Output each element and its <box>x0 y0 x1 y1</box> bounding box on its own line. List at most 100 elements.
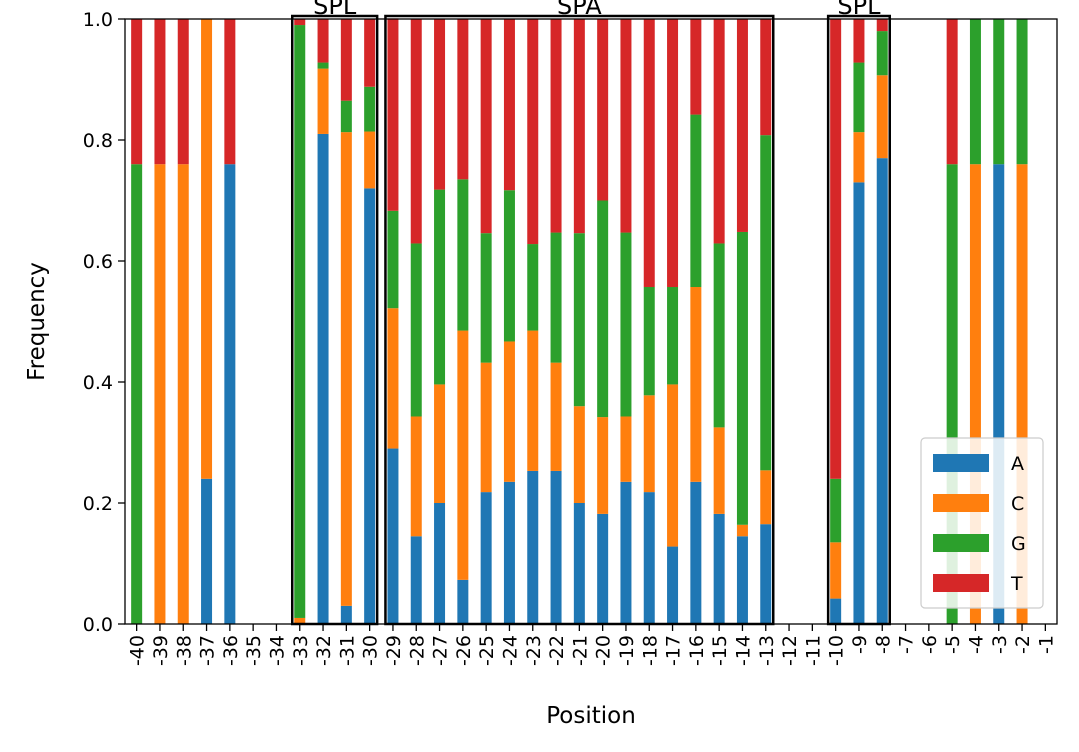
bar-segment-t <box>597 19 609 201</box>
bar-segment-c <box>736 524 748 537</box>
bar-segment-a <box>667 546 679 624</box>
bar-segment-g <box>527 244 539 331</box>
bar-segment-c <box>154 164 166 624</box>
x-tick-label: -20 <box>593 635 615 666</box>
bar-segment-t <box>876 19 888 32</box>
bar-segment-c <box>201 19 213 479</box>
legend-swatch-a <box>933 454 989 472</box>
bar-segment-g <box>597 200 609 418</box>
x-tick-label: -14 <box>732 635 754 666</box>
bar-segment-c <box>294 617 306 624</box>
x-tick-label: -4 <box>965 635 987 654</box>
bar-segment-g <box>830 478 842 543</box>
legend-swatch-t <box>933 574 989 592</box>
x-tick-label: -12 <box>779 635 801 666</box>
x-tick-label: -1 <box>1035 635 1057 654</box>
bar-segment-c <box>387 308 399 449</box>
bar-segment-a <box>317 133 329 624</box>
bar-segment-c <box>457 330 469 580</box>
legend-label: G <box>1011 533 1026 555</box>
bar-segment-t <box>713 19 725 244</box>
bar-segment-t <box>480 19 492 234</box>
legend-box <box>920 437 1044 609</box>
bar-segment-t <box>690 19 702 115</box>
bar-segment-t <box>131 19 143 165</box>
x-tick-label: -34 <box>266 635 288 666</box>
x-tick-label: -6 <box>919 635 941 654</box>
bar-segment-t <box>830 19 842 479</box>
bar-segment-g <box>1016 19 1028 165</box>
bar-segment-c <box>527 330 539 471</box>
bar-segment-c <box>410 416 422 537</box>
bar-segment-t <box>410 19 422 244</box>
x-tick-label: -13 <box>756 635 778 666</box>
bar-segment-t <box>620 19 632 233</box>
legend-label: A <box>1011 453 1024 475</box>
bar-segment-c <box>550 362 562 471</box>
bar-segment-c <box>317 68 329 134</box>
bar-segment-g <box>480 233 492 363</box>
bar-segment-a <box>876 158 888 624</box>
bar-segment-c <box>713 427 725 514</box>
bar-segment-c <box>667 384 679 547</box>
x-tick-label: -24 <box>499 635 521 666</box>
bar-segment-g <box>690 114 702 288</box>
bar-segment-g <box>131 164 143 624</box>
y-tick-label: 0.4 <box>83 372 113 394</box>
bar-segment-g <box>387 210 399 309</box>
bar-segment-c <box>480 362 492 493</box>
bar-segment-a <box>340 605 352 624</box>
region-label: SPL <box>313 0 357 20</box>
bar-segment-g <box>317 62 329 69</box>
x-tick-label: -16 <box>686 635 708 666</box>
bar-segment-c <box>177 164 189 624</box>
bar-segment-g <box>760 135 772 471</box>
bar-segment-t <box>387 18 399 211</box>
legend-swatch-g <box>933 534 989 552</box>
bar-segment-g <box>946 164 958 624</box>
bar-segment-a <box>830 598 842 624</box>
x-tick-label: -30 <box>360 635 382 666</box>
bar-segment-a <box>736 536 748 624</box>
bar-segment-c <box>620 416 632 482</box>
bar-segment-g <box>853 62 865 133</box>
legend-label: T <box>1010 573 1023 595</box>
bar-segment-g <box>643 287 655 396</box>
bar-segment-g <box>573 233 585 407</box>
bar-segment-a <box>853 182 865 624</box>
x-tick-label: -22 <box>546 635 568 666</box>
bar-segment-c <box>573 406 585 503</box>
bar-segment-a <box>573 503 585 624</box>
x-tick-label: -17 <box>663 635 685 666</box>
x-tick-label: -32 <box>313 635 335 666</box>
bar-segment-a <box>620 481 632 624</box>
bar-segment-t <box>434 19 446 190</box>
bar-segment-c <box>364 131 376 189</box>
x-tick-label: -5 <box>942 635 964 654</box>
bar-segment-g <box>340 100 352 133</box>
x-tick-label: -3 <box>989 635 1011 654</box>
bar-segment-c <box>340 132 352 606</box>
legend-swatch-c <box>933 494 989 512</box>
bar-segment-a <box>201 478 213 624</box>
bar-segment-g <box>667 287 679 385</box>
bar-segment-c <box>690 287 702 482</box>
x-tick-label: -10 <box>826 635 848 666</box>
region-label: SPL <box>837 0 881 20</box>
x-tick-label: -28 <box>406 635 428 666</box>
x-tick-label: -31 <box>336 635 358 666</box>
x-tick-label: -26 <box>453 635 475 666</box>
bar-segment-g <box>294 25 306 618</box>
bar-segment-c <box>853 132 865 183</box>
bar-segment-c <box>830 542 842 599</box>
x-axis-label: Position <box>546 703 636 729</box>
bar-segment-c <box>969 164 981 624</box>
x-tick-label: -27 <box>430 635 452 666</box>
bar-segment-a <box>690 481 702 624</box>
bar-segment-a <box>457 579 469 624</box>
bar-segment-t <box>736 19 748 232</box>
x-tick-label: -29 <box>383 635 405 666</box>
x-tick-label: -15 <box>709 635 731 666</box>
bar-segment-c <box>876 75 888 159</box>
